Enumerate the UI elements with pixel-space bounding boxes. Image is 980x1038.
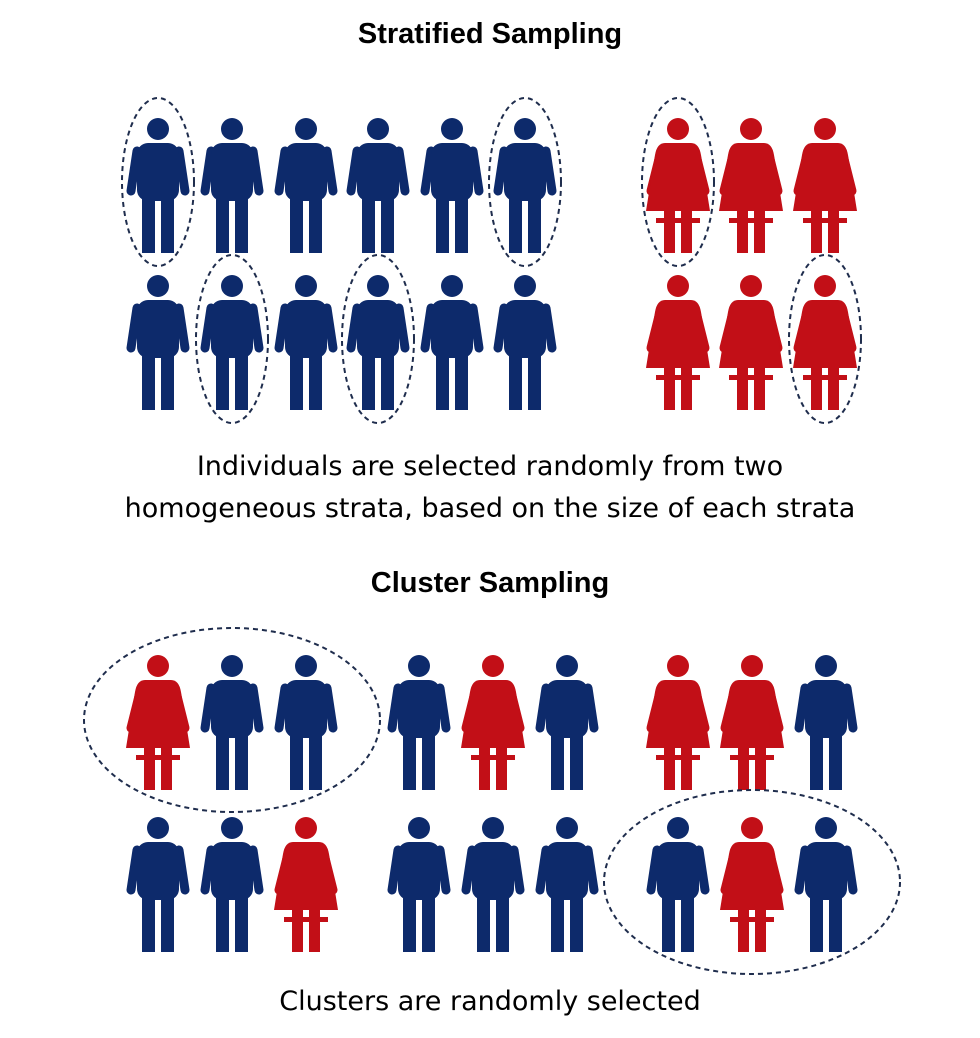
man-icon xyxy=(420,118,484,253)
selection-ellipse xyxy=(788,254,862,424)
man-icon xyxy=(794,655,858,790)
man-icon xyxy=(535,655,599,790)
woman-icon xyxy=(720,655,784,790)
man-icon xyxy=(200,118,264,253)
woman-icon xyxy=(126,655,190,790)
stratified-caption-line-1: Individuals are selected randomly from t… xyxy=(196,451,784,482)
man-icon xyxy=(126,118,190,253)
man-icon xyxy=(346,275,410,410)
woman-icon xyxy=(793,275,857,410)
woman-icon xyxy=(719,275,783,410)
selection-ellipse xyxy=(121,97,195,267)
woman-icon xyxy=(793,118,857,253)
man-icon xyxy=(274,275,338,410)
woman-icon xyxy=(274,817,338,952)
man-icon xyxy=(646,817,710,952)
cluster-caption-line-1: Clusters are randomly selected xyxy=(279,986,701,1017)
man-icon xyxy=(535,817,599,952)
cluster-selection-ellipse xyxy=(83,627,381,813)
man-icon xyxy=(794,817,858,952)
man-icon xyxy=(461,817,525,952)
man-icon xyxy=(126,817,190,952)
cluster-sampling-caption: Clusters are randomly selected xyxy=(0,981,980,1023)
woman-icon xyxy=(646,118,710,253)
man-icon xyxy=(387,655,451,790)
cluster-selection-ellipse xyxy=(603,789,901,975)
woman-icon xyxy=(646,275,710,410)
woman-icon xyxy=(646,655,710,790)
selection-ellipse xyxy=(488,97,562,267)
man-icon xyxy=(126,275,190,410)
stratified-sampling-title: Stratified Sampling xyxy=(357,18,623,50)
selection-ellipse xyxy=(341,254,415,424)
woman-icon xyxy=(461,655,525,790)
man-icon xyxy=(200,817,264,952)
man-icon xyxy=(387,817,451,952)
cluster-sampling-title: Cluster Sampling xyxy=(370,567,610,599)
man-icon xyxy=(274,118,338,253)
man-icon xyxy=(346,118,410,253)
stratified-sampling-caption: Individuals are selected randomly from t… xyxy=(0,446,980,530)
man-icon xyxy=(200,655,264,790)
man-icon xyxy=(493,275,557,410)
man-icon xyxy=(420,275,484,410)
man-icon xyxy=(274,655,338,790)
stratified-caption-line-2: homogeneous strata, based on the size of… xyxy=(124,493,856,524)
man-icon xyxy=(493,118,557,253)
woman-icon xyxy=(719,118,783,253)
selection-ellipse xyxy=(195,254,269,424)
woman-icon xyxy=(720,817,784,952)
man-icon xyxy=(200,275,264,410)
selection-ellipse xyxy=(641,97,715,267)
